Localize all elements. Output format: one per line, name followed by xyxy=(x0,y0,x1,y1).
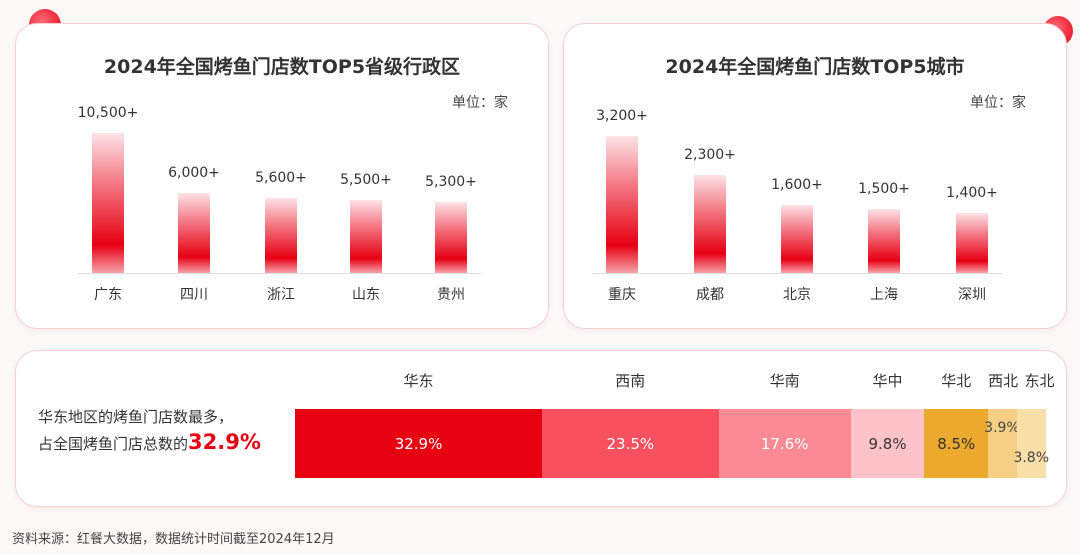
share-segment: 23.5% xyxy=(542,409,719,478)
region-label: 华北 xyxy=(941,372,972,390)
axis-baseline xyxy=(78,273,481,274)
bar xyxy=(265,198,297,273)
note-line2: 占全国烤鱼门店总数的 xyxy=(38,435,189,453)
data-label: 6,000+ xyxy=(168,165,220,181)
share-segment xyxy=(1017,409,1046,478)
bar xyxy=(92,133,124,273)
segment-label: 3.9% xyxy=(984,420,1020,436)
category-label: 广东 xyxy=(94,287,122,303)
data-label: 1,400+ xyxy=(946,185,998,202)
category-label: 深圳 xyxy=(958,287,986,303)
category-label: 贵州 xyxy=(437,287,465,303)
region-label: 华东 xyxy=(403,372,434,390)
segment-label: 3.8% xyxy=(1013,450,1050,466)
city-chart-panel: 2024年全国烤鱼门店数TOP5城市 单位：家 3,200+ 重庆 2,300+ 成都… xyxy=(563,23,1067,329)
data-label: 2,300+ xyxy=(684,146,736,163)
source-note: 资料来源：红餐大数据，数据统计时间截至2024年12月 xyxy=(12,532,335,547)
data-label: 5,500+ xyxy=(340,171,392,188)
category-label: 浙江 xyxy=(267,287,295,303)
unit-label: 单位：家 xyxy=(452,95,508,111)
category-label: 上海 xyxy=(870,287,898,303)
summary-note: 华东地区的烤鱼门店数最多， 占全国烤鱼门店总数的32.9% xyxy=(38,405,261,457)
data-label: 5,300+ xyxy=(425,174,477,191)
region-label: 东北 xyxy=(1024,372,1055,390)
data-label: 1,500+ xyxy=(858,180,910,197)
chart-title: 2024年全国烤鱼门店数TOP5省级行政区 xyxy=(103,56,461,78)
category-label: 重庆 xyxy=(608,287,636,303)
region-label: 西南 xyxy=(615,372,646,390)
share-segment: 9.8% xyxy=(850,409,925,478)
category-label: 四川 xyxy=(180,287,208,303)
chart-title: 2024年全国烤鱼门店数TOP5城市 xyxy=(665,56,965,78)
region-label: 华南 xyxy=(769,372,800,390)
note-highlight: 32.9% xyxy=(188,430,261,454)
province-chart-panel: 2024年全国烤鱼门店数TOP5省级行政区 单位：家 10,500+ 广东 6,00… xyxy=(15,23,549,329)
share-segment: 8.5% xyxy=(924,409,989,478)
share-segment: 17.6% xyxy=(718,409,851,478)
bar xyxy=(868,208,900,273)
data-label: 10,500+ xyxy=(77,105,139,121)
category-label: 成都 xyxy=(696,287,724,303)
bar xyxy=(781,204,813,273)
region-label: 西北 xyxy=(988,372,1019,390)
share-segment xyxy=(988,409,1018,478)
data-label: 3,200+ xyxy=(596,108,648,124)
unit-label: 单位：家 xyxy=(970,95,1026,111)
category-label: 北京 xyxy=(783,287,811,303)
region-label: 华中 xyxy=(872,372,903,390)
bar xyxy=(956,213,988,273)
bar xyxy=(178,193,210,273)
axis-baseline xyxy=(592,273,1002,274)
bar xyxy=(606,136,638,273)
data-label: 1,600+ xyxy=(771,176,823,193)
share-segment: 32.9% xyxy=(295,409,543,478)
category-label: 山东 xyxy=(352,287,380,303)
bar xyxy=(694,174,726,273)
data-label: 5,600+ xyxy=(255,170,307,187)
bar xyxy=(350,199,382,273)
note-line1: 华东地区的烤鱼门店数最多， xyxy=(38,408,234,426)
bar xyxy=(435,202,467,273)
